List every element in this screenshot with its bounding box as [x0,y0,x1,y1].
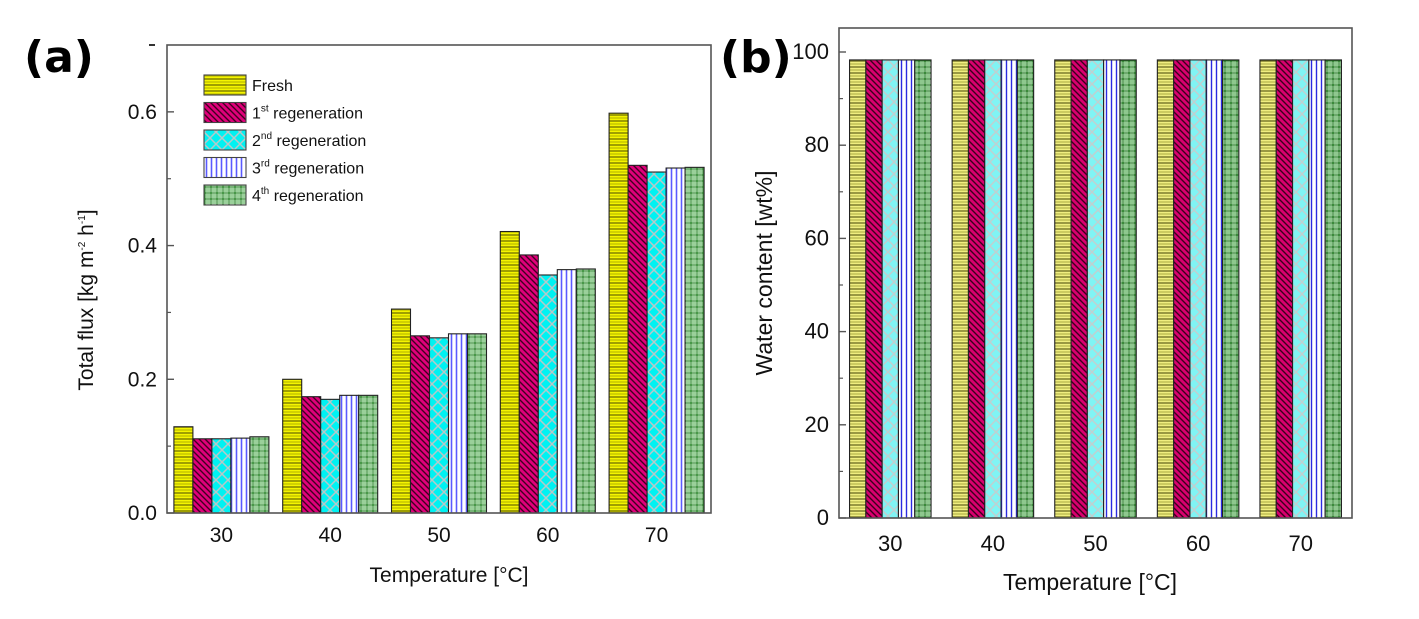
panel-a-xticks: 30 40 50 60 70 [210,524,669,547]
bar-fresh-30 [848,59,867,519]
ytick-label-0-4: 0.4 [128,235,158,258]
bar-2nd-regeneration-70 [646,171,667,514]
panel-b-xlabel: Temperature [°C] [1003,569,1177,595]
ytick-label-0-0: 0.0 [128,502,157,525]
bar-4th-regeneration-30 [914,59,932,519]
bar-3rd-regeneration-30 [230,437,251,514]
panel-b-bars [848,59,1343,519]
ytick-label-100: 100 [792,39,829,64]
bar-1st-regeneration-60 [518,254,539,514]
legend-swatch-4th-regeneration [203,184,247,206]
panel-a-chart: 0.0 0.2 0.4 0.6 30 40 50 60 70 Temperature [°C]… [75,44,712,587]
bar-fresh-30 [173,426,194,514]
bar-1st-regeneration-30 [192,438,213,514]
bar-4th-regeneration-40 [1016,59,1035,519]
panel-label-a: (a) [24,32,94,83]
bar-4th-regeneration-40 [358,394,379,514]
panel-a-legend: Fresh 1st regeneration 2nd regeneration 3rd… [203,74,366,206]
bar-2nd-regeneration-60 [537,274,558,514]
bar-4th-regeneration-50 [1119,59,1137,519]
bar-fresh-50 [390,308,412,514]
legend-label-fresh: Fresh [252,78,293,95]
xtick-label-50: 50 [427,524,450,547]
legend-swatch-3rd-regeneration [203,156,247,179]
bar-4th-regeneration-30 [249,436,270,514]
panel-a-frame [166,44,712,514]
bar-3rd-regeneration-60 [556,269,577,514]
bar-2nd-regeneration-60 [1189,59,1207,519]
legend-label-1st-regeneration: 1st regeneration [252,104,363,123]
xtick-label-60: 60 [1186,531,1210,556]
bar-2nd-regeneration-50 [428,337,450,514]
xtick-label-30: 30 [210,524,233,547]
bar-fresh-60 [1156,59,1175,519]
bar-1st-regeneration-50 [1070,59,1088,519]
legend-swatch-2nd-regeneration [203,129,247,151]
panel-b-frame [838,27,1353,519]
bar-3rd-regeneration-70 [665,167,686,514]
xtick-label-70: 70 [1288,531,1312,556]
xtick-label-50: 50 [1083,531,1107,556]
bar-3rd-regeneration-60 [1205,59,1224,519]
bar-fresh-50 [1054,59,1072,519]
bar-4th-regeneration-60 [1222,59,1240,519]
legend-swatch-1st-regeneration [203,101,247,124]
legend-label-4th-regeneration: 4th regeneration [252,186,364,205]
bar-3rd-regeneration-70 [1308,59,1326,519]
ytick-label-0-6: 0.6 [128,101,157,124]
bar-1st-regeneration-70 [1275,59,1294,519]
bar-3rd-regeneration-50 [447,333,469,514]
xtick-label-60: 60 [536,524,559,547]
bar-3rd-regeneration-50 [1103,59,1121,519]
legend-swatch-fresh [203,74,247,96]
bar-4th-regeneration-70 [684,166,705,514]
bar-3rd-regeneration-40 [339,394,360,514]
bar-1st-regeneration-60 [1173,59,1191,519]
bar-2nd-regeneration-70 [1292,59,1310,519]
xtick-label-30: 30 [878,531,902,556]
panel-a-xlabel: Temperature [°C] [370,564,529,587]
bar-2nd-regeneration-30 [881,59,900,519]
legend-label-2nd-regeneration: 2nd regeneration [252,131,366,150]
bar-1st-regeneration-40 [967,59,986,519]
panel-b-yticks: 0 20 40 60 80 100 [792,39,846,530]
ytick-label-0-2: 0.2 [128,368,157,391]
xtick-label-40: 40 [319,524,342,547]
ytick-label-60: 60 [805,225,829,250]
bar-fresh-40 [951,59,970,519]
panel-b-ylabel: Water content [wt%] [751,171,777,376]
bar-fresh-70 [608,112,629,514]
bar-1st-regeneration-30 [865,59,883,519]
bar-1st-regeneration-50 [409,335,431,514]
bar-1st-regeneration-70 [627,164,648,514]
bar-4th-regeneration-70 [1324,59,1343,519]
ytick-label-0: 0 [817,505,829,530]
panel-b-chart: 0 20 40 60 80 100 30 40 50 60 70 Temperature [°C]… [751,27,1353,595]
panel-a-yticks: 0.0 0.2 0.4 0.6 [128,44,174,525]
panel-a-bars [173,112,705,514]
bar-fresh-70 [1259,59,1277,519]
bar-2nd-regeneration-40 [984,59,1002,519]
bar-3rd-regeneration-40 [1000,59,1018,519]
panel-label-b: (b) [720,32,792,83]
ytick-label-80: 80 [805,132,829,157]
panel-a-ylabel: Total flux [kg m-2 h-1] [75,209,98,390]
xtick-label-70: 70 [645,524,668,547]
bar-1st-regeneration-40 [301,396,322,514]
xtick-label-40: 40 [981,531,1005,556]
bar-3rd-regeneration-30 [897,59,916,519]
bar-4th-regeneration-50 [466,333,488,514]
bar-fresh-40 [282,378,303,514]
bar-2nd-regeneration-30 [211,438,232,514]
ytick-label-40: 40 [805,319,829,344]
bar-4th-regeneration-60 [575,268,596,514]
ytick-label-20: 20 [805,412,829,437]
legend-label-3rd-regeneration: 3rd regeneration [252,159,364,178]
bar-2nd-regeneration-50 [1086,59,1105,519]
bar-fresh-60 [499,230,520,514]
bar-2nd-regeneration-40 [320,398,341,514]
panel-b-xticks: 30 40 50 60 70 [878,531,1313,556]
